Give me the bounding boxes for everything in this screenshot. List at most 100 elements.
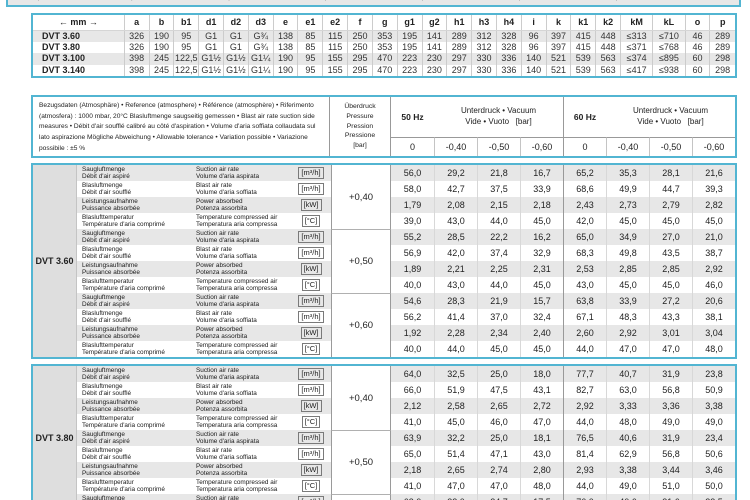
dims-value: 330 (471, 53, 497, 65)
label-line: Leistungsaufnahme (82, 325, 138, 333)
vacuum-level: -0,60 (692, 137, 735, 156)
dims-value: 397 (545, 30, 571, 42)
unit-cell: [°C] (291, 414, 331, 430)
dims-value: 155 (322, 53, 348, 65)
dims-col-e2: e2 (322, 15, 348, 31)
unit-cell: [m³/h] (291, 245, 331, 261)
data-value: 3,46 (692, 462, 735, 478)
row-label-de-fr: Leistungsaufnahme Puissance absorbée (77, 197, 191, 213)
dims-col-g: g (371, 15, 398, 31)
label-line: Power absorbed (196, 325, 243, 333)
dims-value: ≤768 (652, 41, 686, 53)
unit-cell: [kW] (291, 261, 331, 277)
label-line: Volume d'aria aspirata (196, 173, 260, 180)
dims-value: 336 (495, 53, 522, 65)
dims-value: 190 (272, 64, 298, 76)
data-value: 66,0 (391, 382, 434, 398)
data-value: 23,4 (692, 430, 735, 446)
unit-cell: [m³/h] (291, 309, 331, 325)
dims-col-kL: kL (652, 15, 686, 31)
dims-col-h1: h1 (446, 15, 472, 31)
label-line: Potenza assorbita (196, 205, 248, 212)
data-value: 39,0 (391, 213, 434, 229)
vacuum-level: -0,60 (520, 137, 563, 156)
data-value: 2,65 (434, 462, 477, 478)
dims-value: G1 (223, 30, 249, 42)
data-value: 33,9 (520, 181, 563, 197)
data-value: 2,80 (520, 462, 563, 478)
dims-col-b1: b1 (173, 15, 199, 31)
data-value: 2,92 (692, 261, 735, 277)
dims-value: 448 (595, 30, 621, 42)
performance-header-box: Bezugsdaten (Atmosphäre) • Reference (at… (31, 95, 737, 158)
dims-value: 140 (520, 53, 547, 65)
data-value: 16,7 (520, 165, 563, 181)
data-value: 32,5 (434, 366, 477, 382)
unit-cell: [m³/h] (291, 446, 331, 462)
row-label-en-it: Power absorbed Potenza assorbita (191, 398, 291, 414)
dims-value: 328 (495, 41, 522, 53)
clipped-fragment: 16,5 (609, 0, 621, 2)
unit-value: [°C] (301, 416, 321, 428)
label-line: Blast air rate (196, 382, 232, 390)
label-line: Power absorbed (196, 462, 243, 470)
dims-value: G1½ (223, 53, 249, 65)
data-value: 45,0 (606, 213, 649, 229)
data-value: 31,9 (649, 430, 692, 446)
dims-value: 46 (684, 30, 710, 42)
label-line: Suction air rate (196, 494, 239, 500)
dims-value: 330 (471, 64, 497, 76)
dims-value: 96 (520, 41, 547, 53)
label-line: Blasluftmenge (82, 245, 123, 253)
data-value: 49,9 (606, 181, 649, 197)
data-value: 31,6 (649, 494, 692, 500)
unit-value: [kW] (300, 464, 322, 476)
label-line: Temperatura aria compressa (196, 221, 278, 228)
data-value: 25,0 (477, 430, 520, 446)
data-value: 21,0 (692, 229, 735, 245)
dims-value: 470 (371, 64, 398, 76)
model-name: DVT 3.140 (42, 64, 86, 75)
vacuum-header-line: Vide • Vuoto [bar] (465, 117, 532, 126)
label-line: Blaslufttemperatur (82, 414, 134, 422)
dims-row: DVT 3.100 398 245 122,5 G1½ G1½ G1¼ 190 95 155 295… (33, 53, 735, 65)
dims-value: 223 (396, 53, 422, 65)
data-value: 28,3 (434, 293, 477, 309)
vacuum-header-line: Unterdruck • Vacuum (460, 106, 537, 116)
data-value: 1,92 (391, 325, 434, 341)
vacuum-level: -0,50 (649, 137, 692, 156)
dims-value: ≤895 (652, 53, 686, 65)
data-value: 41,0 (391, 414, 434, 430)
data-value: 3,44 (649, 462, 692, 478)
dims-col-kM: kM (619, 15, 653, 31)
data-value: 45,0 (649, 277, 692, 293)
dims-value: ≤710 (652, 30, 686, 42)
row-label-de-fr: Blaslufttemperatur Température d'aria com… (77, 478, 191, 494)
data-value: 44,0 (434, 341, 477, 357)
dimensions-table: ← mm → a b b1 d1 d2 d3 e e1 e2 f g g1 g2 h1 h3 h4 i k k1 k2 k… (33, 15, 735, 76)
dims-value: 295 (347, 53, 373, 65)
overpressure-header-line: Pression (346, 122, 374, 130)
model-name: DVT 3.80 (42, 41, 81, 52)
dims-col-o: o (684, 15, 710, 31)
label-line: Potenza assorbita (196, 333, 248, 340)
row-label-en-it: Blast air rate Volume d'aria soffiata (191, 309, 291, 325)
data-value: 45,0 (649, 213, 692, 229)
label-line: Power absorbed (196, 398, 243, 406)
data-value: 44,7 (649, 181, 692, 197)
data-value: 32,9 (520, 245, 563, 261)
data-value: 45,0 (520, 213, 563, 229)
data-value: 15,7 (520, 293, 563, 309)
dims-col-p: p (709, 15, 735, 31)
dims-value: 297 (446, 64, 472, 76)
data-value: 56,8 (649, 446, 692, 462)
data-value: 34,9 (606, 229, 649, 245)
label-line: Débit d'air aspiré (82, 438, 130, 445)
data-value: 58,0 (391, 181, 434, 197)
data-value: 45,0 (520, 341, 563, 357)
data-value: 67,1 (563, 309, 606, 325)
dims-value: 195 (396, 41, 422, 53)
